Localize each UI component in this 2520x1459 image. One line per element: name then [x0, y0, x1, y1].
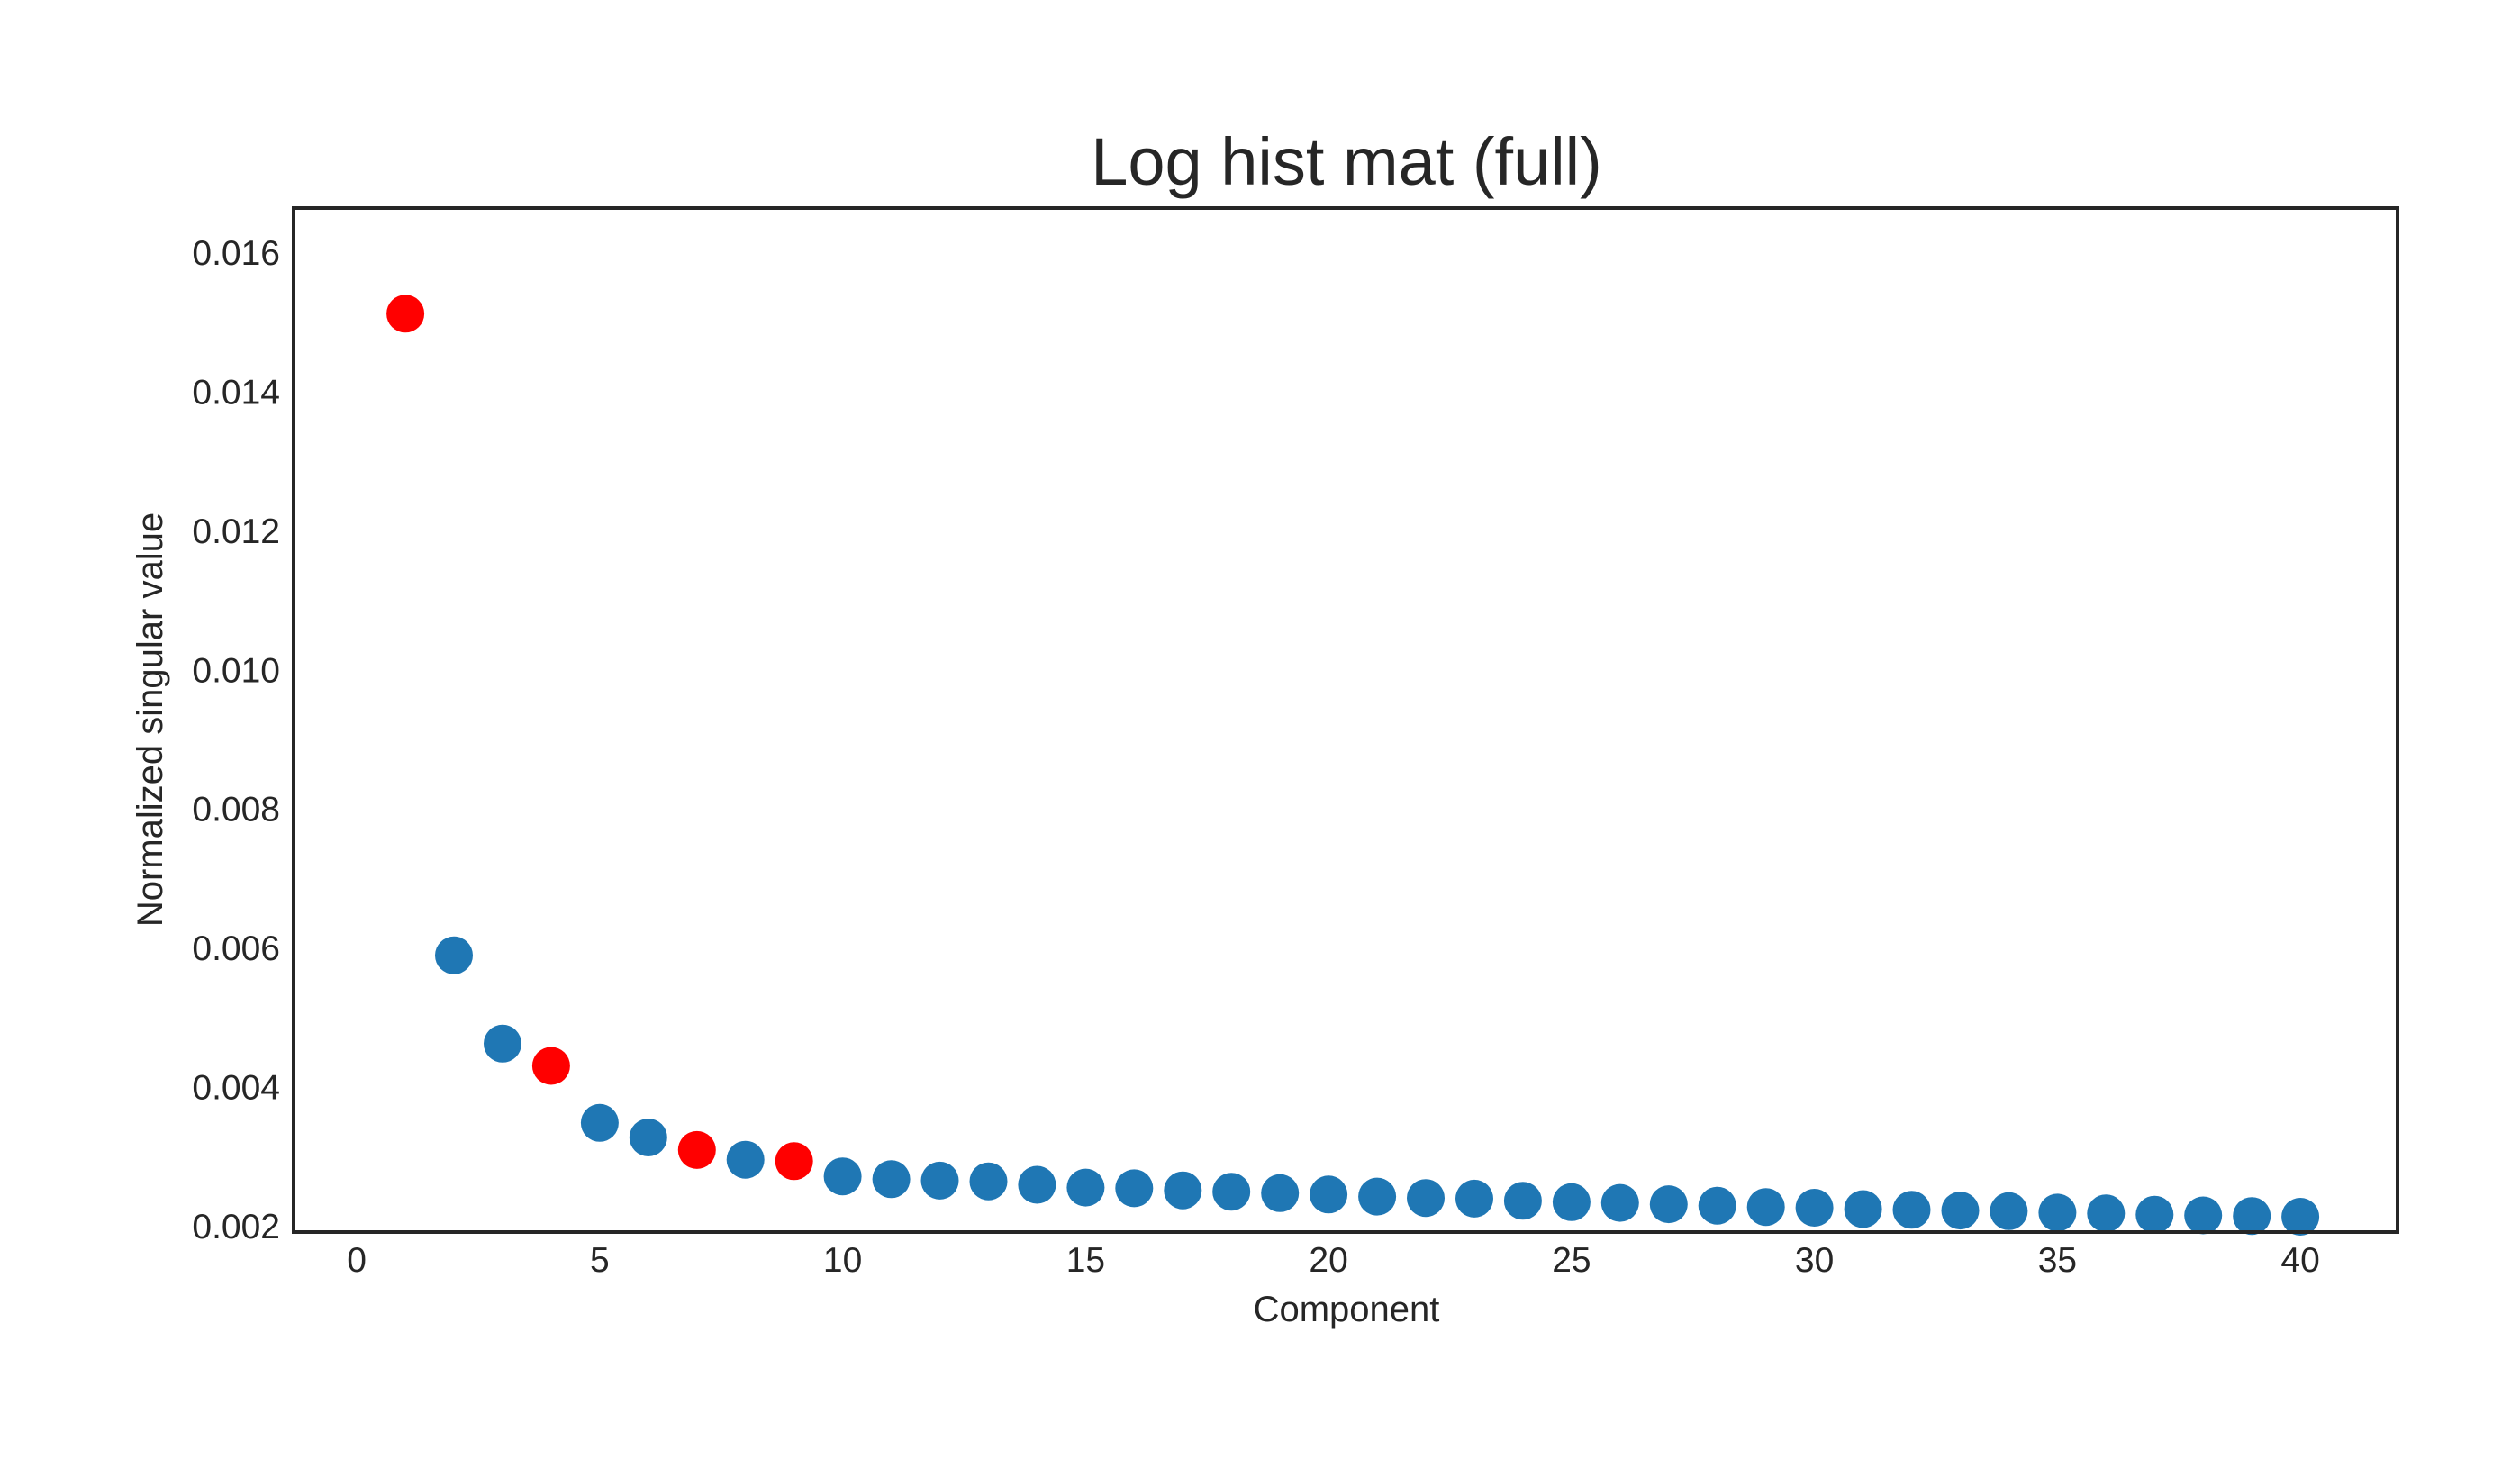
data-point: [1212, 1173, 1251, 1211]
x-tick-label: 20: [1309, 1241, 1347, 1280]
data-point: [1844, 1190, 1882, 1228]
data-point-highlighted: [386, 295, 425, 333]
y-tick-label: 0.008: [192, 791, 280, 829]
y-tick-label: 0.016: [192, 234, 280, 273]
data-point: [1018, 1165, 1056, 1204]
data-point: [1941, 1192, 1980, 1230]
data-point: [1261, 1174, 1300, 1212]
x-tick-label: 15: [1066, 1241, 1105, 1280]
y-tick-label: 0.012: [192, 512, 280, 551]
x-tick-label: 40: [2280, 1241, 2319, 1280]
y-axis-label: Normalized singular value: [131, 512, 170, 927]
data-point: [1746, 1188, 1785, 1227]
data-point: [1164, 1171, 1202, 1210]
data-point: [1649, 1185, 1688, 1224]
chart-title: Log hist mat (full): [1091, 124, 1602, 199]
x-axis-ticks: 0 5 10 15 20 25 30 35 40: [347, 1241, 2320, 1280]
data-point: [484, 1024, 521, 1063]
data-point-highlighted: [531, 1047, 570, 1085]
y-tick-label: 0.010: [192, 651, 280, 690]
x-tick-label: 10: [823, 1241, 862, 1280]
data-point: [1115, 1169, 1154, 1208]
x-tick-label: 0: [347, 1241, 367, 1280]
x-tick-label: 25: [1552, 1241, 1591, 1280]
data-point: [629, 1119, 667, 1156]
data-point-highlighted: [775, 1142, 813, 1181]
data-point: [872, 1160, 911, 1199]
data-point: [1600, 1183, 1639, 1222]
data-point: [1990, 1192, 2028, 1230]
data-point: [1698, 1186, 1736, 1225]
data-point-highlighted: [677, 1130, 716, 1169]
data-point: [2281, 1198, 2320, 1236]
data-point: [823, 1157, 862, 1196]
data-point: [969, 1162, 1008, 1201]
y-tick-label: 0.004: [192, 1068, 280, 1107]
data-point: [1066, 1168, 1105, 1207]
data-point: [1892, 1191, 1931, 1229]
data-point: [1795, 1189, 1834, 1227]
y-tick-label: 0.014: [192, 374, 280, 412]
data-point: [580, 1103, 619, 1142]
x-axis-label: Component: [1254, 1290, 1440, 1329]
data-point: [2184, 1196, 2223, 1235]
data-point: [726, 1140, 765, 1179]
x-tick-label: 35: [2038, 1241, 2077, 1280]
data-point: [1310, 1175, 1348, 1214]
y-axis-ticks: 0.002 0.004 0.006 0.008 0.010 0.012 0.014 0.016: [192, 234, 280, 1246]
data-point: [1552, 1183, 1591, 1221]
data-point: [920, 1161, 959, 1200]
data-point: [1407, 1179, 1445, 1218]
data-point: [1455, 1179, 1493, 1218]
data-point: [1358, 1177, 1397, 1216]
x-tick-label: 30: [1795, 1241, 1834, 1280]
plot-frame: [292, 206, 2399, 1234]
data-point: [2233, 1197, 2271, 1236]
y-tick-label: 0.006: [192, 929, 280, 968]
x-tick-label: 5: [590, 1241, 610, 1280]
data-point: [1503, 1182, 1542, 1220]
data-point: [2135, 1195, 2174, 1234]
y-tick-label: 0.002: [192, 1208, 280, 1246]
data-points: [386, 295, 2320, 1236]
data-point: [435, 936, 473, 974]
data-point: [2038, 1193, 2077, 1232]
data-point: [2087, 1194, 2126, 1233]
